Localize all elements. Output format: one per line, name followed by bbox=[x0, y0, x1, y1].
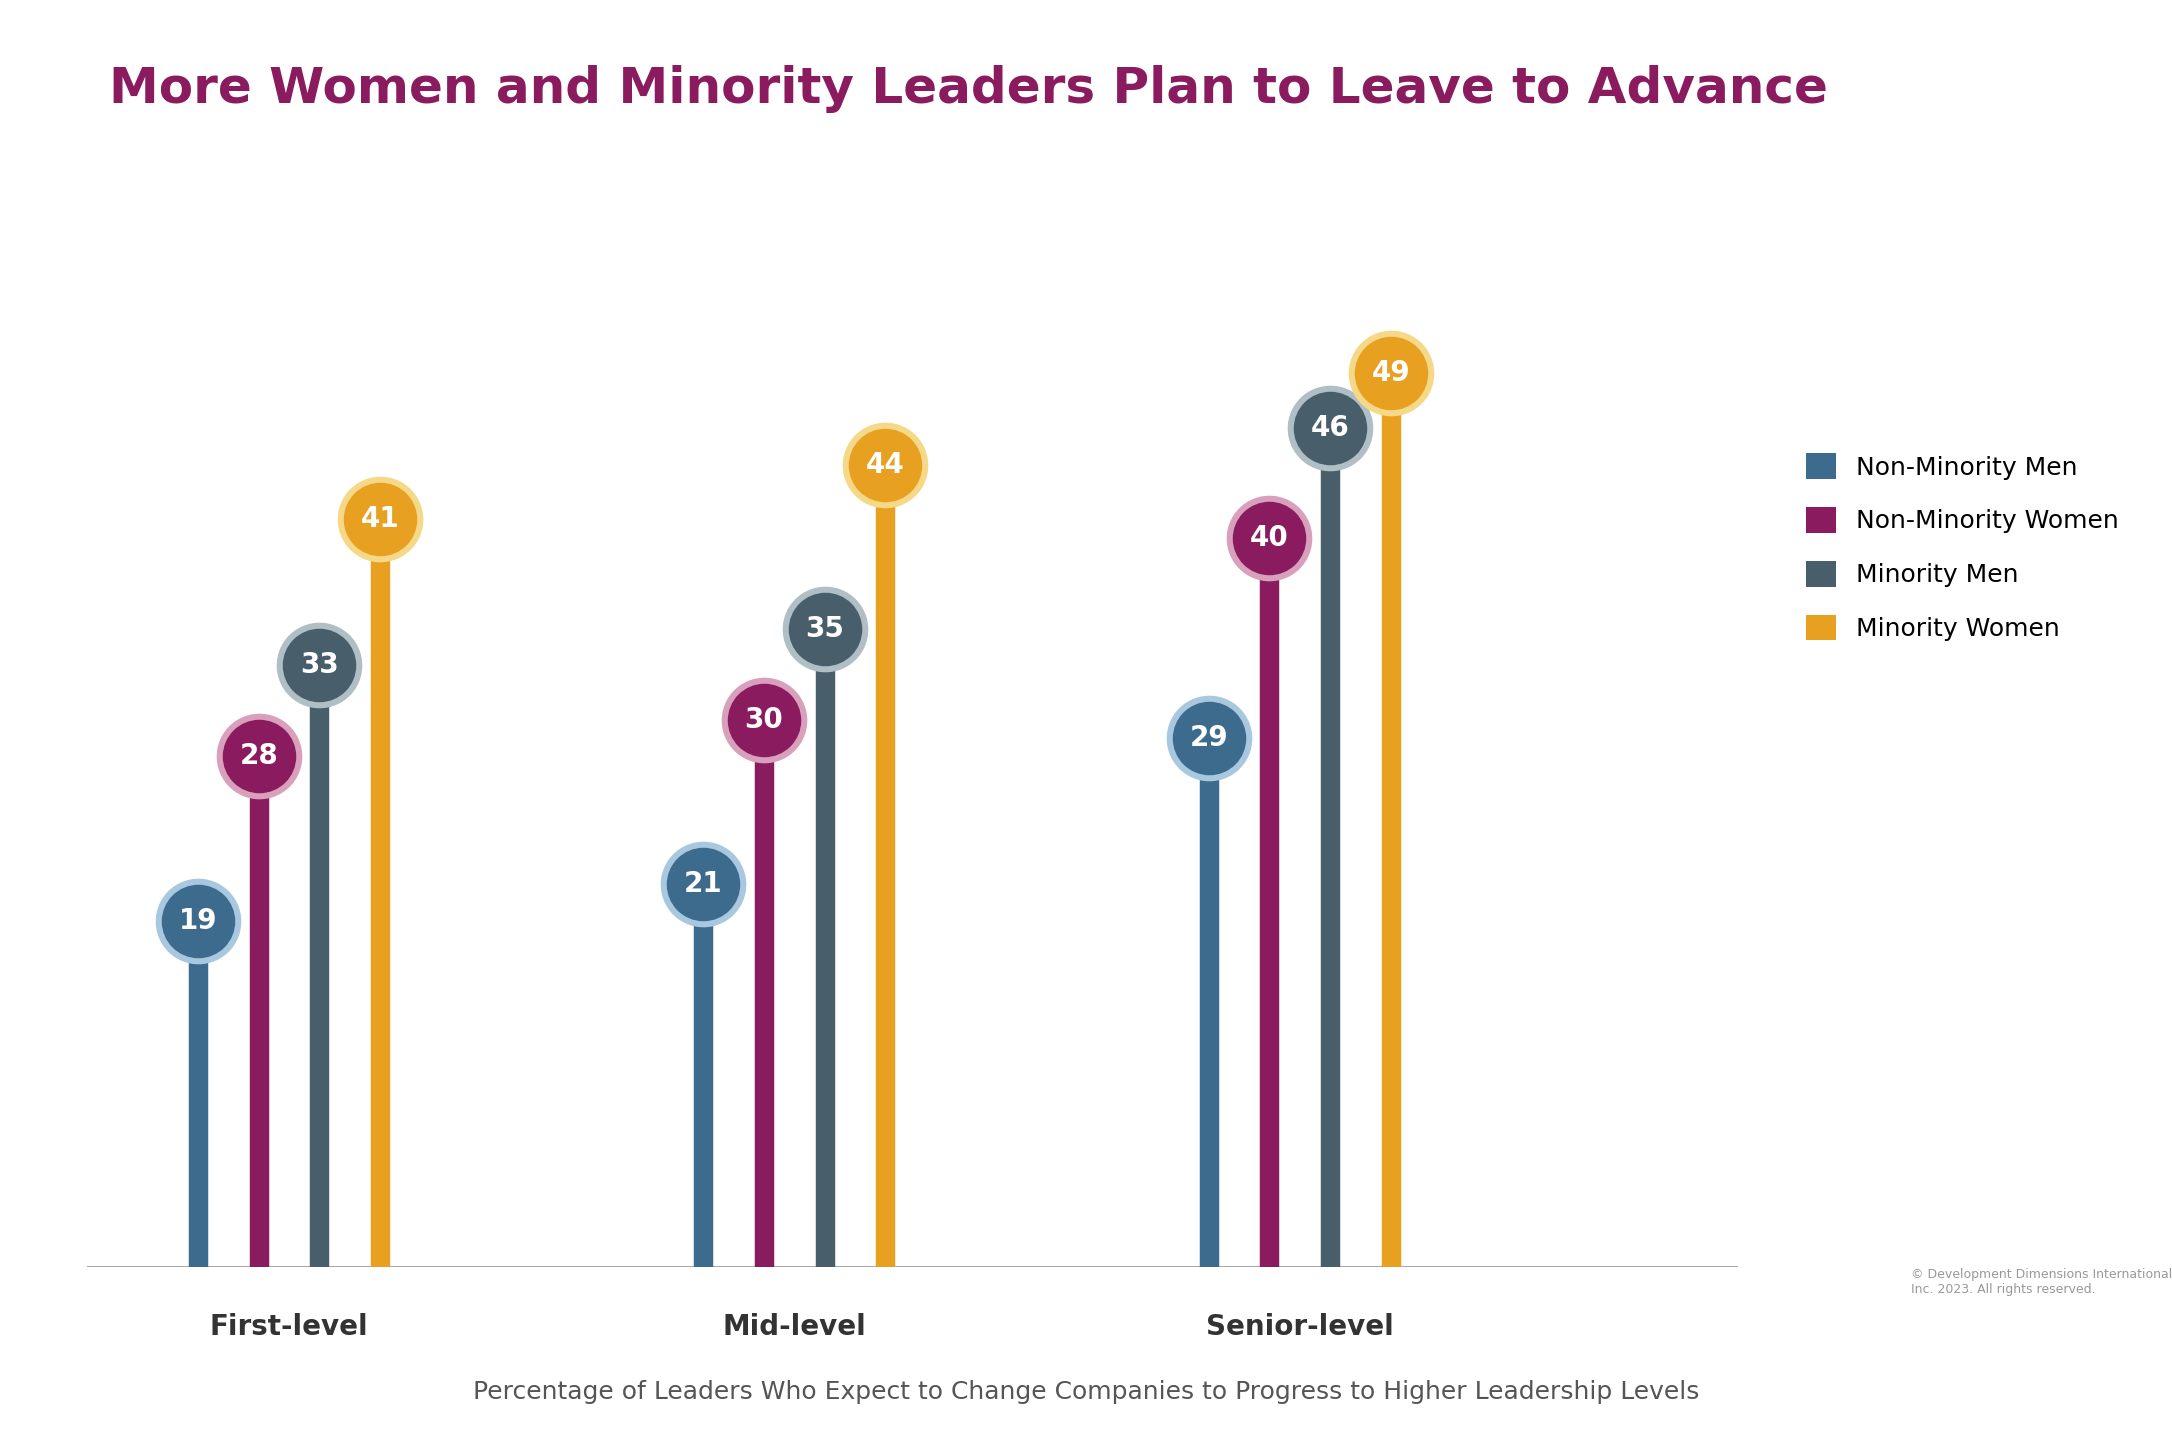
Point bbox=[808, 618, 843, 641]
Point bbox=[302, 654, 337, 677]
Text: First-level: First-level bbox=[211, 1313, 369, 1341]
Text: Senior-level: Senior-level bbox=[1205, 1313, 1394, 1341]
Text: More Women and Minority Leaders Plan to Leave to Advance: More Women and Minority Leaders Plan to … bbox=[109, 65, 1827, 112]
Point bbox=[1190, 727, 1225, 750]
Point bbox=[1251, 526, 1286, 549]
Text: 30: 30 bbox=[745, 706, 784, 734]
Point bbox=[302, 654, 337, 677]
Text: 46: 46 bbox=[1310, 415, 1349, 442]
Point bbox=[686, 873, 721, 896]
Point bbox=[180, 909, 215, 932]
Point bbox=[180, 909, 215, 932]
Text: 44: 44 bbox=[867, 451, 906, 478]
Text: 33: 33 bbox=[300, 651, 339, 680]
Point bbox=[1190, 727, 1225, 750]
Text: © Development Dimensions International,
Inc. 2023. All rights reserved.: © Development Dimensions International, … bbox=[1911, 1269, 2172, 1296]
Text: 49: 49 bbox=[1371, 360, 1410, 387]
Point bbox=[686, 873, 721, 896]
Point bbox=[241, 744, 276, 768]
Text: 35: 35 bbox=[806, 615, 845, 642]
Text: 21: 21 bbox=[684, 870, 723, 899]
Point bbox=[1251, 526, 1286, 549]
Text: 28: 28 bbox=[239, 743, 278, 770]
Point bbox=[363, 508, 397, 531]
Point bbox=[869, 454, 904, 477]
Point bbox=[241, 744, 276, 768]
Point bbox=[363, 508, 397, 531]
Text: 41: 41 bbox=[361, 505, 400, 533]
Point bbox=[808, 618, 843, 641]
Point bbox=[1312, 416, 1347, 439]
Point bbox=[1312, 416, 1347, 439]
Point bbox=[747, 708, 782, 732]
Text: Mid-level: Mid-level bbox=[723, 1313, 867, 1341]
Point bbox=[1373, 361, 1407, 384]
Text: 29: 29 bbox=[1190, 724, 1227, 752]
Point bbox=[869, 454, 904, 477]
Text: Percentage of Leaders Who Expect to Change Companies to Progress to Higher Leade: Percentage of Leaders Who Expect to Chan… bbox=[473, 1380, 1699, 1404]
Point bbox=[1373, 361, 1407, 384]
Legend: Non-Minority Men, Non-Minority Women, Minority Men, Minority Women: Non-Minority Men, Non-Minority Women, Mi… bbox=[1794, 441, 2131, 654]
Point bbox=[747, 708, 782, 732]
Text: 40: 40 bbox=[1249, 524, 1288, 552]
Text: 19: 19 bbox=[178, 907, 217, 935]
